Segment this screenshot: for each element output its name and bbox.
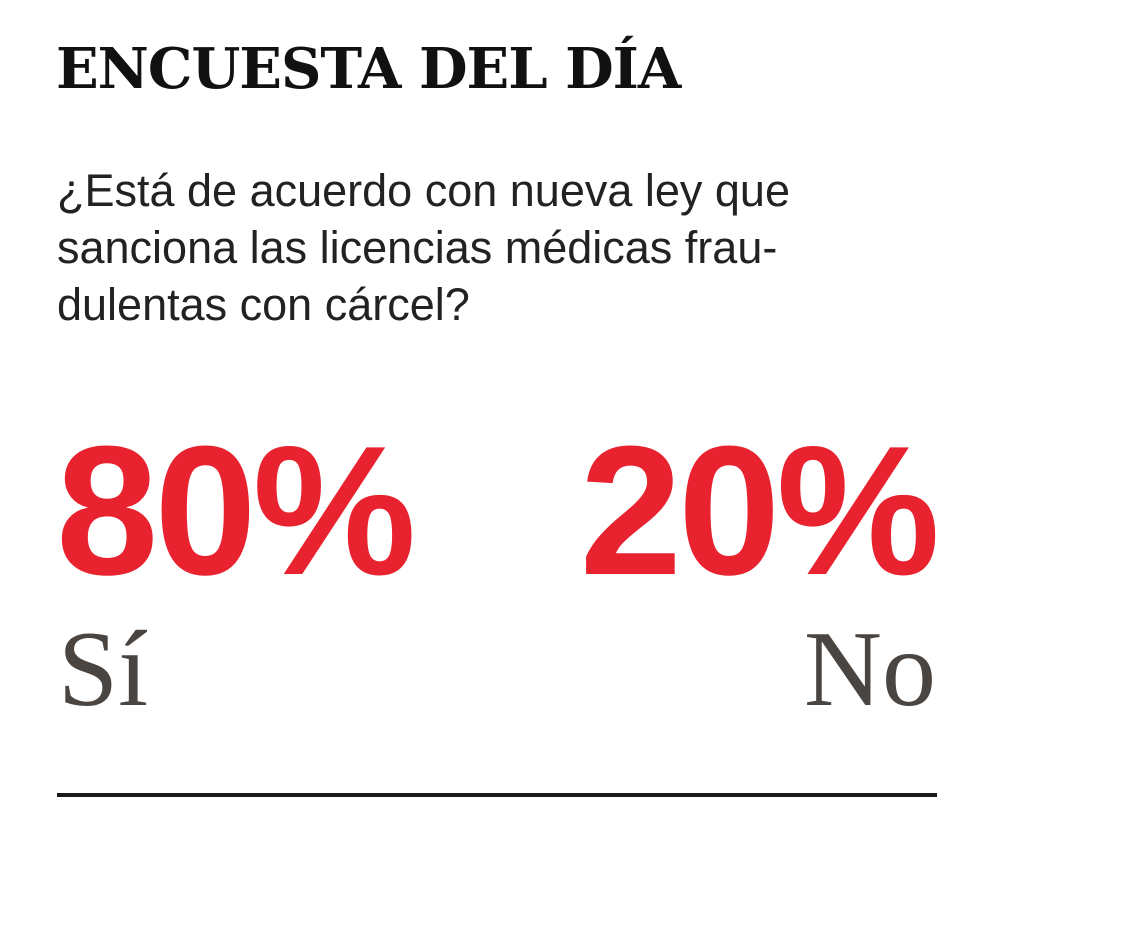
question-line: ¿Está de acuerdo con nueva ley que — [57, 165, 790, 216]
answer: No — [804, 610, 936, 729]
percent: 80% — [56, 407, 416, 613]
answer: Sí — [58, 610, 149, 729]
question-line: dulentas con cárcel? — [57, 279, 470, 330]
question: ¿Está de acuerdo con nueva ley que sanci… — [57, 162, 790, 333]
divider — [57, 793, 937, 797]
question-line: sanciona las licencias médicas frau- — [57, 222, 778, 273]
percent: 20% — [579, 407, 940, 613]
title: ENCUESTA DEL DÍA — [56, 36, 681, 102]
